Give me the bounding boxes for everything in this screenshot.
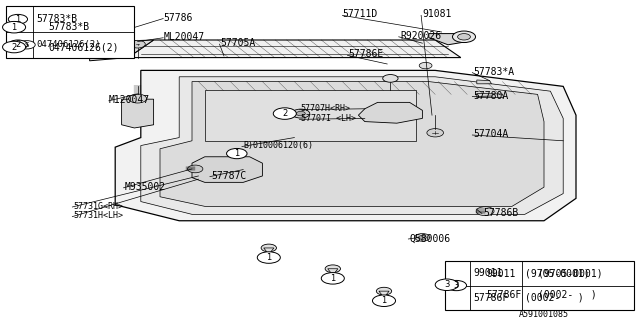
Text: 57786B: 57786B (483, 208, 518, 218)
Text: 1: 1 (381, 296, 387, 305)
Polygon shape (90, 40, 154, 61)
Text: 2: 2 (15, 40, 20, 49)
Text: 3: 3 (444, 280, 449, 289)
Circle shape (419, 236, 426, 239)
Polygon shape (477, 93, 504, 98)
Circle shape (321, 273, 344, 284)
Circle shape (227, 148, 247, 159)
Text: B)010006120(6): B)010006120(6) (243, 141, 313, 150)
Text: (0002-   ): (0002- ) (538, 290, 596, 300)
Text: 2: 2 (12, 43, 17, 52)
Text: 57783*A: 57783*A (474, 67, 515, 77)
Text: 1: 1 (234, 149, 239, 158)
Text: R920026: R920026 (400, 31, 441, 41)
Text: 57783*B: 57783*B (48, 22, 89, 32)
Circle shape (19, 41, 35, 49)
Circle shape (257, 252, 280, 263)
Text: 1: 1 (266, 253, 271, 262)
Circle shape (383, 75, 398, 82)
Text: M120047: M120047 (109, 95, 150, 105)
Text: 1: 1 (12, 23, 17, 32)
Polygon shape (122, 99, 154, 128)
Text: ML20047: ML20047 (163, 32, 204, 42)
Text: 047406126(2): 047406126(2) (48, 42, 118, 52)
Text: 57731G<RH>: 57731G<RH> (74, 202, 124, 211)
Circle shape (273, 108, 296, 119)
Text: 57786F: 57786F (474, 293, 509, 303)
Circle shape (376, 287, 392, 295)
Circle shape (446, 280, 467, 291)
Text: 91081: 91081 (422, 9, 452, 20)
Circle shape (435, 279, 458, 291)
Text: 57731H<LH>: 57731H<LH> (74, 212, 124, 220)
Polygon shape (264, 248, 274, 254)
Polygon shape (128, 40, 461, 58)
Polygon shape (328, 269, 338, 275)
Text: 047406126(2): 047406126(2) (36, 40, 101, 49)
Circle shape (415, 234, 430, 241)
Circle shape (458, 34, 470, 40)
Text: 99011: 99011 (474, 268, 503, 278)
Circle shape (292, 109, 310, 118)
Polygon shape (115, 70, 576, 221)
Text: (0002-   ): (0002- ) (525, 293, 584, 303)
Polygon shape (379, 291, 389, 298)
Circle shape (130, 40, 145, 48)
Text: 99011: 99011 (486, 268, 516, 278)
Circle shape (476, 207, 494, 216)
Circle shape (107, 44, 117, 49)
Circle shape (419, 62, 432, 69)
Text: (9705-0001): (9705-0001) (538, 268, 602, 278)
Circle shape (452, 31, 476, 43)
Circle shape (188, 165, 203, 173)
Text: 3: 3 (454, 281, 459, 290)
Text: 57783*B: 57783*B (36, 14, 77, 24)
Circle shape (372, 295, 396, 307)
Circle shape (427, 129, 444, 137)
Text: 1: 1 (330, 274, 335, 283)
Text: A591001085: A591001085 (518, 310, 568, 319)
Circle shape (3, 41, 26, 53)
Text: (9705-0001): (9705-0001) (525, 268, 589, 278)
Text: Q580006: Q580006 (410, 233, 451, 243)
Text: 57707I <LH>: 57707I <LH> (301, 114, 356, 123)
Text: M935002: M935002 (125, 182, 166, 192)
Text: 57786: 57786 (163, 12, 193, 23)
Polygon shape (141, 77, 563, 214)
Polygon shape (192, 157, 262, 182)
Polygon shape (160, 82, 544, 206)
Circle shape (3, 21, 26, 33)
Polygon shape (477, 80, 492, 84)
Text: 57786F: 57786F (486, 290, 522, 300)
Circle shape (261, 244, 276, 252)
Circle shape (8, 14, 28, 24)
Circle shape (129, 94, 147, 103)
Text: 57707H<RH>: 57707H<RH> (301, 104, 351, 113)
Circle shape (8, 40, 28, 50)
Polygon shape (205, 90, 416, 141)
Circle shape (296, 111, 305, 116)
Text: 57705A: 57705A (221, 38, 256, 48)
FancyBboxPatch shape (445, 261, 634, 310)
Text: 57787C: 57787C (211, 171, 246, 181)
Text: 2: 2 (282, 109, 287, 118)
Circle shape (325, 265, 340, 273)
Text: S: S (25, 42, 29, 48)
Text: 57786E: 57786E (349, 49, 384, 60)
Text: 57711D: 57711D (342, 9, 378, 20)
Polygon shape (358, 102, 422, 123)
Polygon shape (429, 34, 467, 45)
Text: 1: 1 (15, 15, 20, 24)
Text: 57704A: 57704A (474, 129, 509, 140)
FancyBboxPatch shape (6, 6, 134, 58)
Text: 57780A: 57780A (474, 91, 509, 101)
